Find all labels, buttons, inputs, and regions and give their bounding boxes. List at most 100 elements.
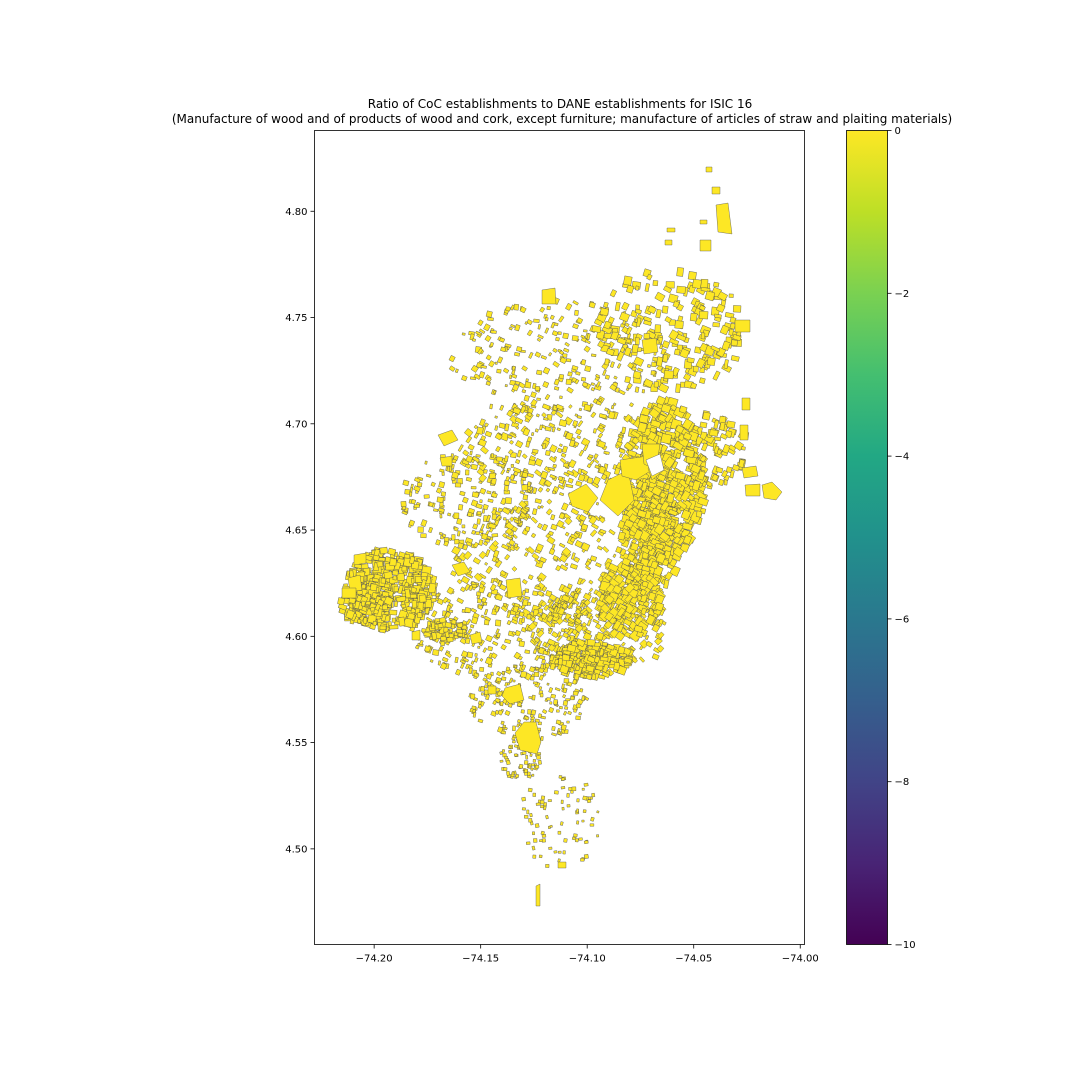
block-polygon: [598, 465, 606, 475]
block-polygon: [699, 421, 708, 429]
block-polygon: [457, 444, 464, 452]
block-polygon: [505, 577, 523, 599]
block-polygon: [456, 578, 463, 585]
block-polygon: [604, 358, 610, 366]
block-polygon: [761, 481, 783, 501]
block-polygon: [660, 433, 672, 445]
block-polygon: [503, 480, 510, 486]
block-polygon: [618, 448, 626, 454]
block-polygon: [423, 494, 430, 499]
block-polygon: [565, 378, 572, 385]
block-polygon: [560, 799, 564, 804]
block-polygon: [470, 364, 479, 373]
block-polygon: [569, 563, 578, 570]
block-polygon: [573, 441, 580, 447]
block-polygon: [576, 808, 579, 813]
block-polygon: [429, 659, 434, 663]
block-polygon: [443, 540, 449, 547]
block-polygon: [559, 553, 569, 563]
block-polygon: [534, 718, 540, 723]
block-polygon: [499, 404, 505, 411]
block-polygon: [499, 583, 507, 591]
block-polygon: [555, 719, 562, 725]
block-polygon: [572, 420, 579, 427]
block-polygon: [561, 502, 569, 512]
block-polygon: [581, 787, 585, 791]
block-polygon: [661, 305, 669, 314]
block-polygon: [591, 792, 596, 798]
block-polygon: [537, 759, 542, 765]
block-polygon: [480, 580, 486, 586]
block-polygon: [476, 511, 482, 515]
block-polygon: [460, 575, 470, 585]
block-polygon: [536, 755, 541, 760]
block-polygon: [483, 469, 488, 474]
block-polygon: [457, 504, 464, 511]
block-polygon: [580, 359, 587, 366]
block-polygon: [576, 820, 580, 825]
block-polygon: [532, 590, 539, 596]
block-polygon: [505, 306, 511, 312]
block-polygon: [580, 542, 591, 552]
block-polygon: [506, 611, 512, 619]
block-polygon: [491, 533, 499, 538]
block-polygon: [521, 590, 526, 596]
block-polygon: [728, 328, 734, 336]
block-polygon: [480, 685, 485, 692]
block-polygon: [586, 638, 596, 647]
block-polygon: [507, 467, 511, 471]
block-polygon: [524, 381, 532, 389]
block-polygon: [666, 227, 676, 233]
block-polygon: [617, 436, 623, 443]
block-polygon: [664, 316, 672, 324]
block-polygon: [419, 594, 427, 603]
block-polygon: [477, 461, 484, 467]
block-polygon: [646, 273, 653, 281]
block-polygon: [513, 303, 519, 311]
block-polygon: [530, 391, 537, 399]
block-polygon: [521, 796, 527, 802]
block-polygon: [591, 522, 599, 530]
block-polygon: [409, 487, 414, 493]
block-polygon: [613, 661, 621, 671]
block-polygon: [500, 644, 507, 651]
block-polygon: [505, 521, 515, 531]
block-polygon: [438, 531, 443, 536]
block-polygon: [560, 786, 566, 790]
block-polygon: [505, 527, 513, 535]
block-polygon: [556, 634, 563, 642]
block-polygon: [537, 604, 543, 609]
block-polygon: [506, 434, 513, 440]
block-polygon: [484, 656, 494, 666]
block-polygon: [538, 686, 543, 690]
block-polygon: [473, 373, 482, 380]
block-polygon: [473, 424, 479, 430]
block-polygon: [589, 823, 595, 827]
block-polygon: [531, 845, 536, 851]
block-polygon: [596, 545, 603, 551]
block-polygon: [659, 344, 664, 350]
block-polygon: [566, 386, 574, 394]
block-polygon: [520, 627, 527, 633]
block-polygon: [590, 382, 595, 386]
block-polygon: [462, 496, 469, 504]
block-polygon: [609, 383, 618, 392]
block-polygon: [572, 690, 579, 696]
block-polygon: [513, 753, 518, 757]
block-polygon: [530, 398, 538, 407]
block-polygon: [465, 663, 470, 670]
block-polygon: [451, 534, 456, 541]
block-polygon: [562, 332, 569, 340]
block-polygon: [494, 593, 503, 601]
block-polygon: [726, 420, 736, 429]
block-polygon: [484, 422, 489, 428]
block-polygon: [613, 467, 621, 476]
block-polygon: [573, 833, 578, 838]
block-polygon: [483, 323, 491, 332]
block-polygon: [643, 378, 654, 388]
block-polygon: [425, 473, 432, 478]
block-polygon: [494, 425, 499, 431]
block-polygon: [552, 555, 559, 561]
block-polygon: [413, 485, 421, 492]
